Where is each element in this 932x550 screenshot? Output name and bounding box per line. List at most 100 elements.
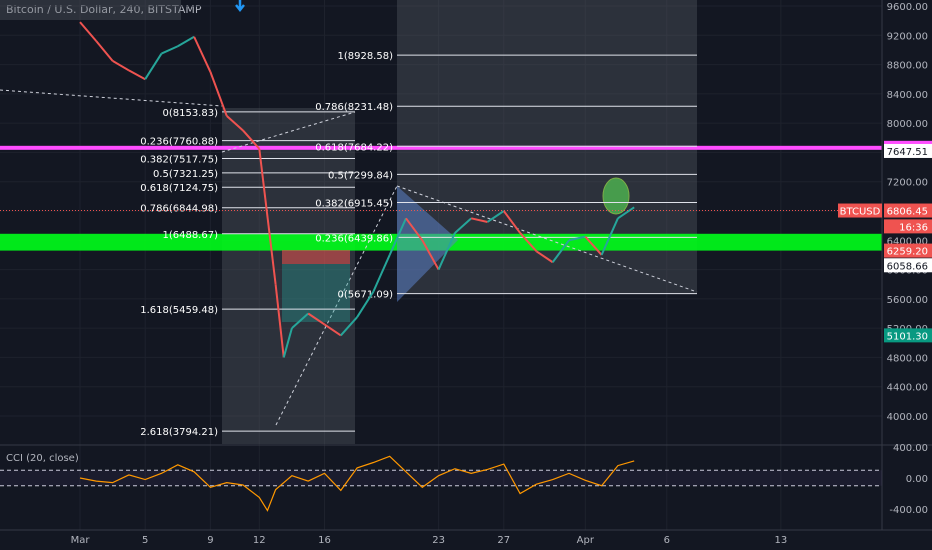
target-ellipse <box>602 177 630 215</box>
y-tick-label: 4400.00 <box>887 383 928 394</box>
fib-level-label: 2.618(3794.21) <box>140 427 218 438</box>
fib-level-label: 0.236(6439.86) <box>315 233 393 244</box>
price-badge-label: 5101.30 <box>887 331 928 342</box>
magenta-resistance-line <box>0 145 882 150</box>
price-segment <box>112 60 130 72</box>
price-segment <box>535 250 554 264</box>
x-tick-label: 16 <box>318 535 331 546</box>
x-tick-label: Mar <box>71 535 91 546</box>
price-segment <box>307 312 326 326</box>
fib-level-label: 0.5(7299.84) <box>328 170 393 181</box>
range-box-left <box>222 108 355 444</box>
y-tick-label: 5600.00 <box>887 295 928 306</box>
price-segment <box>437 232 456 270</box>
fib-level-label: 0.786(8231.48) <box>315 102 393 113</box>
price-badge-label: 16:36 <box>899 222 928 233</box>
price-segment <box>177 35 195 48</box>
x-tick-label: 5 <box>142 535 148 546</box>
symbol-badge-label: BTCUSD <box>840 207 881 218</box>
cci-title: CCI (20, close) <box>6 453 79 464</box>
fib-level-label: 0.382(6915.45) <box>315 199 393 210</box>
cci-tick-label: 0.00 <box>906 474 928 485</box>
x-tick-label: 27 <box>497 535 510 546</box>
price-badge <box>884 328 932 343</box>
price-badge-label: 6806.45 <box>887 207 928 218</box>
price-segment <box>551 239 570 263</box>
trendline-dashed <box>221 111 356 153</box>
y-tick-label: 8000.00 <box>887 119 928 130</box>
price-badge <box>884 243 932 258</box>
fib-level-label: 0.618(7684.22) <box>315 142 393 153</box>
fib-level-label: 0(8153.83) <box>162 108 218 119</box>
price-segment <box>128 69 146 81</box>
price-segment <box>340 316 358 337</box>
trendline-dashed <box>0 89 223 107</box>
price-segment <box>226 115 244 132</box>
fib-level-label: 0.236(7760.88) <box>140 137 218 148</box>
price-segment <box>388 217 407 256</box>
x-tick-label: 12 <box>253 535 266 546</box>
fib-level-label: 1(8928.58) <box>337 51 393 62</box>
x-tick-label: 9 <box>207 535 213 546</box>
price-segment <box>600 217 619 256</box>
price-segment <box>258 148 277 285</box>
y-tick-label: 6400.00 <box>887 236 928 247</box>
price-segment <box>617 206 635 220</box>
price-segment <box>323 323 342 337</box>
cci-line <box>79 455 635 512</box>
price-segment <box>372 254 391 292</box>
fib-level-label: 0(5671.09) <box>337 290 393 301</box>
fib-level-label: 0.382(7517.75) <box>140 154 218 165</box>
price-segment <box>193 36 212 73</box>
price-segment <box>502 210 521 234</box>
price-segment <box>161 45 179 55</box>
price-segment <box>356 290 375 318</box>
price-badge <box>884 258 932 273</box>
price-badge <box>884 143 932 158</box>
y-tick-label: 4800.00 <box>887 353 928 364</box>
x-tick-label: Apr <box>577 535 595 546</box>
y-tick-label: 9600.00 <box>887 2 928 13</box>
y-tick-label: 4000.00 <box>887 412 928 423</box>
trendline-dashed <box>275 185 398 426</box>
stop-box <box>282 250 350 264</box>
price-segment <box>209 71 228 117</box>
price-segment <box>144 53 163 80</box>
price-segment <box>242 129 261 150</box>
price-segment <box>519 232 538 252</box>
price-segment <box>568 235 586 242</box>
cci-band-fill <box>0 470 882 486</box>
y-tick-label: 9200.00 <box>887 31 928 42</box>
price-badge-label: 6259.20 <box>887 247 928 258</box>
price-segment <box>282 327 293 358</box>
fib-level-label: 1(6488.67) <box>162 230 218 241</box>
price-badge-label: 7647.51 <box>887 147 928 158</box>
fib-level-label: 0.618(7124.75) <box>140 183 218 194</box>
price-segment <box>79 21 98 42</box>
price-segment <box>584 235 603 256</box>
price-segment <box>454 217 472 234</box>
price-badge-label: 6058.66 <box>887 261 928 272</box>
price-segment <box>95 40 114 62</box>
symbol-badge <box>838 203 882 218</box>
fib-level-label: 0.5(7321.25) <box>153 169 218 180</box>
cci-tick-label: -400.00 <box>889 505 928 516</box>
arrow-down-icon <box>235 0 245 13</box>
range-box-top <box>0 0 181 20</box>
fib-level-label: 0.786(6844.98) <box>140 204 218 215</box>
price-segment <box>405 217 424 241</box>
y-tick-label: 8400.00 <box>887 90 928 101</box>
y-tick-label: 8800.00 <box>887 61 928 72</box>
triangle-pattern <box>397 186 458 302</box>
y-tick-label: 7200.00 <box>887 178 928 189</box>
x-tick-label: 23 <box>432 535 445 546</box>
fib-level-label: 1.618(5459.48) <box>140 305 218 316</box>
trendline-dashed <box>396 185 698 293</box>
price-segment <box>421 239 440 271</box>
price-segment <box>291 312 309 329</box>
x-tick-label: 13 <box>775 535 788 546</box>
price-badge <box>884 203 932 218</box>
price-badge <box>884 219 932 234</box>
price-segment <box>486 210 505 223</box>
